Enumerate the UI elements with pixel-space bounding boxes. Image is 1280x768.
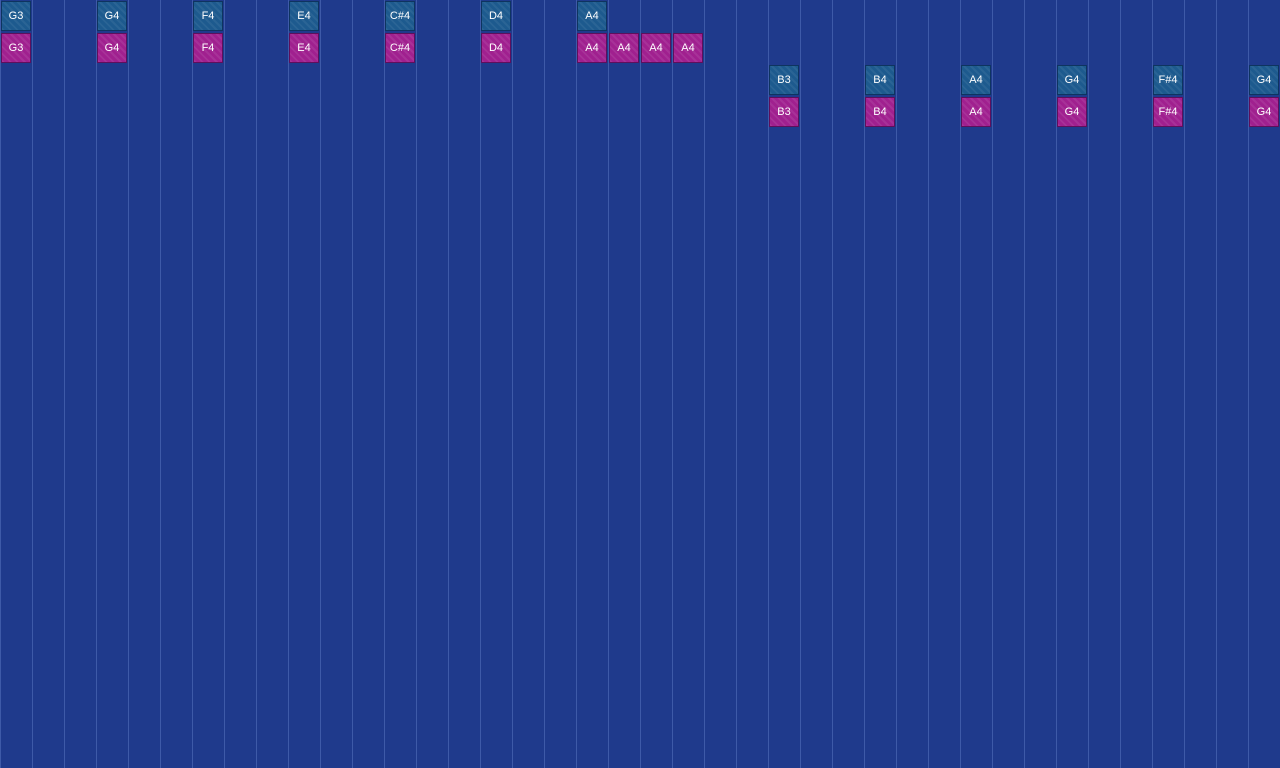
reference-note[interactable]: G4 [1249,65,1279,95]
reference-note[interactable]: G3 [1,1,31,31]
reference-note[interactable]: E4 [289,1,319,31]
played-note[interactable]: E4 [289,33,319,63]
played-note[interactable]: F#4 [1153,97,1183,127]
played-note[interactable]: B3 [769,97,799,127]
played-note[interactable]: G4 [97,33,127,63]
reference-note[interactable]: A4 [961,65,991,95]
played-note[interactable]: G4 [1249,97,1279,127]
reference-note[interactable]: F4 [193,1,223,31]
reference-note[interactable]: C#4 [385,1,415,31]
played-note[interactable]: G4 [1057,97,1087,127]
played-note[interactable]: A4 [641,33,671,63]
reference-note[interactable]: G4 [97,1,127,31]
reference-note[interactable]: F#4 [1153,65,1183,95]
played-note[interactable]: C#4 [385,33,415,63]
reference-note[interactable]: B3 [769,65,799,95]
played-note[interactable]: G3 [1,33,31,63]
reference-note[interactable]: B4 [865,65,895,95]
reference-note[interactable]: A4 [577,1,607,31]
reference-note[interactable]: G4 [1057,65,1087,95]
played-note[interactable]: D4 [481,33,511,63]
played-note[interactable]: A4 [961,97,991,127]
played-note[interactable]: F4 [193,33,223,63]
played-note[interactable]: A4 [577,33,607,63]
reference-note[interactable]: D4 [481,1,511,31]
played-note[interactable]: A4 [673,33,703,63]
played-note[interactable]: B4 [865,97,895,127]
played-note[interactable]: A4 [609,33,639,63]
